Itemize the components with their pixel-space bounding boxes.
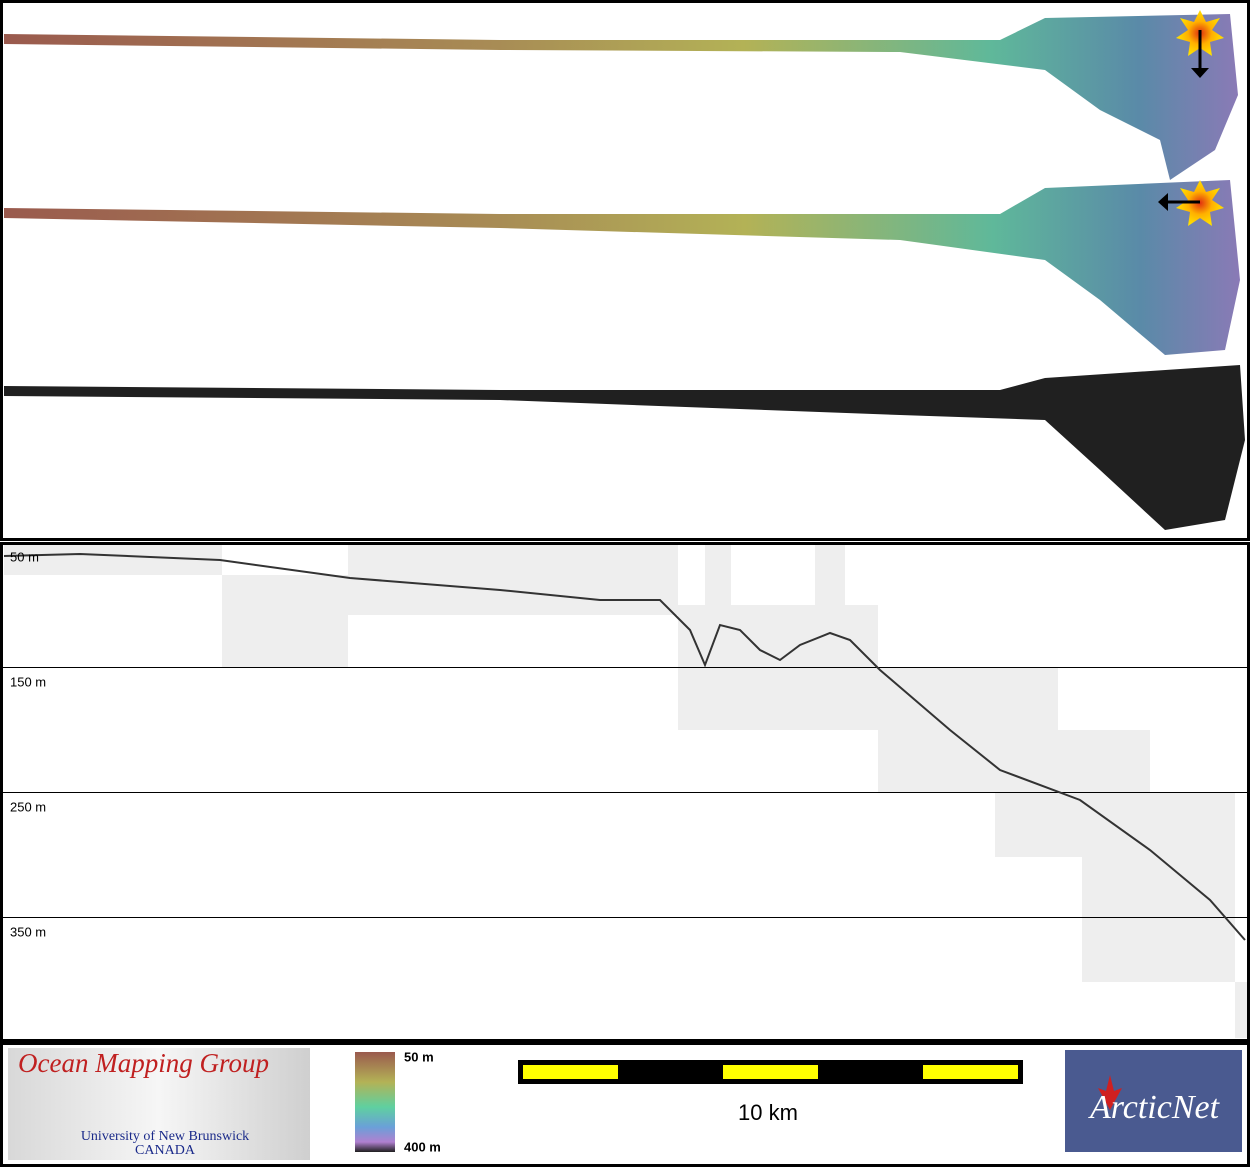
- seabed-profile: [3, 552, 1246, 941]
- scale-bar: [518, 1060, 1023, 1084]
- depth-label: 50 m: [10, 549, 39, 564]
- echo-sections: [4, 545, 1247, 1038]
- depth-label: 350 m: [10, 924, 46, 939]
- scale-label: 10 km: [738, 1100, 798, 1125]
- swath-backscatter: [4, 365, 1245, 530]
- colorbar-label: 50 m: [404, 1049, 434, 1064]
- swath-sun-east: [4, 180, 1240, 355]
- partner-name: ArcticNet: [1088, 1089, 1221, 1126]
- depth-label: 150 m: [10, 674, 46, 689]
- logo-title: Ocean Mapping Group: [18, 1048, 269, 1078]
- sun-icon: [1158, 180, 1224, 226]
- map-panel: [0, 0, 1250, 541]
- colorbar-label: 400 m: [404, 1139, 441, 1154]
- logo-line: University of New Brunswick: [81, 1129, 249, 1144]
- depth-label: 250 m: [10, 799, 46, 814]
- depth-grid: [3, 667, 1247, 918]
- arcticnet-logo: [1065, 1050, 1242, 1152]
- colorbar: [355, 1052, 395, 1152]
- omg-logo: [8, 1048, 310, 1160]
- swath-sun-north: [4, 14, 1238, 180]
- logo-line: CANADA: [135, 1143, 196, 1158]
- maple-leaf: [1098, 1075, 1122, 1110]
- sun-icon: [1176, 10, 1224, 78]
